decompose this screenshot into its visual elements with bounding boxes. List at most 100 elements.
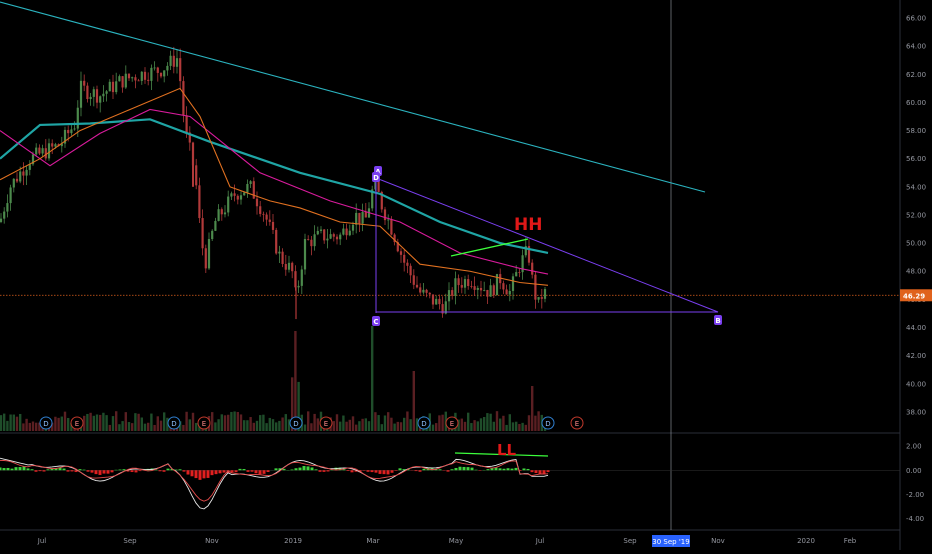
volume-bar	[307, 411, 309, 431]
candle-body	[342, 229, 344, 235]
candle-body	[0, 219, 2, 222]
volume-bar	[473, 420, 475, 431]
candle-body	[458, 278, 460, 285]
candle-body	[403, 255, 405, 263]
osc-tick-label: 0.00	[906, 467, 922, 475]
volume-bar	[467, 413, 469, 431]
histogram-bar	[163, 470, 166, 471]
volume-bar	[118, 424, 120, 431]
candle-body	[486, 290, 488, 297]
candle-body	[16, 179, 18, 182]
volume-bar	[365, 418, 367, 431]
candle-body	[250, 181, 252, 184]
histogram-bar	[275, 468, 278, 470]
volume-bar	[160, 421, 162, 431]
volume-bar	[489, 414, 491, 431]
candle-body	[13, 179, 15, 188]
osc-tick-label: 2.00	[906, 443, 922, 451]
candle-body	[70, 129, 72, 133]
candle-body	[480, 288, 482, 290]
histogram-bar	[455, 468, 458, 470]
time-tick-label: Jul	[535, 537, 545, 545]
volume-bar	[317, 418, 319, 431]
candle-body	[112, 82, 114, 92]
volume-bar	[355, 425, 357, 431]
candle-body	[400, 251, 402, 255]
volume-bar	[413, 371, 415, 431]
candle-body	[406, 263, 408, 266]
volume-bar	[349, 420, 351, 431]
volume-bar	[3, 414, 5, 431]
candle-body	[227, 197, 229, 213]
price-tick-label: 58.00	[906, 127, 926, 135]
volume-bar	[534, 416, 536, 431]
candle-body	[141, 72, 143, 81]
histogram-bar	[243, 469, 246, 470]
candle-body	[19, 171, 21, 181]
volume-bar	[281, 417, 283, 431]
volume-bar	[499, 419, 501, 431]
volume-bar	[390, 418, 392, 431]
volume-bar	[313, 414, 315, 431]
volume-bar	[262, 415, 264, 431]
candle-body	[346, 229, 348, 236]
histogram-bar	[235, 470, 238, 472]
candle-body	[77, 108, 79, 129]
volume-bar	[464, 422, 466, 431]
histogram-bar	[419, 470, 422, 471]
candle-body	[282, 252, 284, 264]
candle-body	[541, 297, 543, 299]
volume-bar	[521, 423, 523, 431]
volume-bar	[368, 421, 370, 431]
histogram-bar	[307, 466, 310, 470]
histogram-bar	[415, 470, 418, 471]
volume-bar	[406, 411, 408, 431]
candle-body	[150, 68, 152, 81]
volume-bar	[403, 418, 405, 431]
histogram-bar	[387, 470, 390, 474]
histogram-bar	[187, 470, 190, 474]
candle-body	[173, 56, 175, 67]
volume-bar	[211, 412, 213, 431]
candle-body	[493, 285, 495, 295]
volume-bar	[509, 414, 511, 431]
candle-body	[125, 74, 127, 88]
histogram-bar	[99, 470, 102, 475]
histogram-bar	[383, 470, 386, 474]
histogram-bar	[135, 470, 138, 472]
candle-body	[99, 96, 101, 102]
volume-bar	[505, 425, 507, 431]
volume-bar	[131, 423, 133, 431]
volume-bar	[461, 419, 463, 431]
volume-bar	[496, 411, 498, 431]
histogram-bar	[255, 470, 258, 473]
candle-body	[90, 97, 92, 99]
candle-body	[291, 263, 293, 271]
candle-body	[38, 148, 40, 154]
candle-body	[83, 81, 85, 86]
candle-body	[416, 285, 418, 288]
volume-bar	[93, 416, 95, 431]
volume-bar	[237, 412, 239, 431]
volume-bar	[22, 423, 24, 431]
histogram-bar	[43, 470, 46, 471]
histogram-bar	[319, 470, 322, 472]
histogram-bar	[423, 469, 426, 470]
histogram-bar	[0, 468, 2, 471]
histogram-bar	[111, 470, 114, 472]
candle-body	[166, 66, 168, 71]
candle-body	[410, 266, 412, 275]
volume-bar	[115, 411, 117, 431]
candle-body	[102, 94, 104, 97]
volume-bar	[185, 412, 187, 431]
histogram-bar	[447, 470, 450, 471]
volume-bar	[483, 417, 485, 431]
volume-bar	[57, 418, 59, 431]
histogram-bar	[511, 469, 514, 471]
volume-bar	[61, 417, 63, 431]
event-marker-label: D	[171, 420, 176, 428]
candle-body	[157, 68, 159, 73]
volume-bar	[358, 421, 360, 431]
